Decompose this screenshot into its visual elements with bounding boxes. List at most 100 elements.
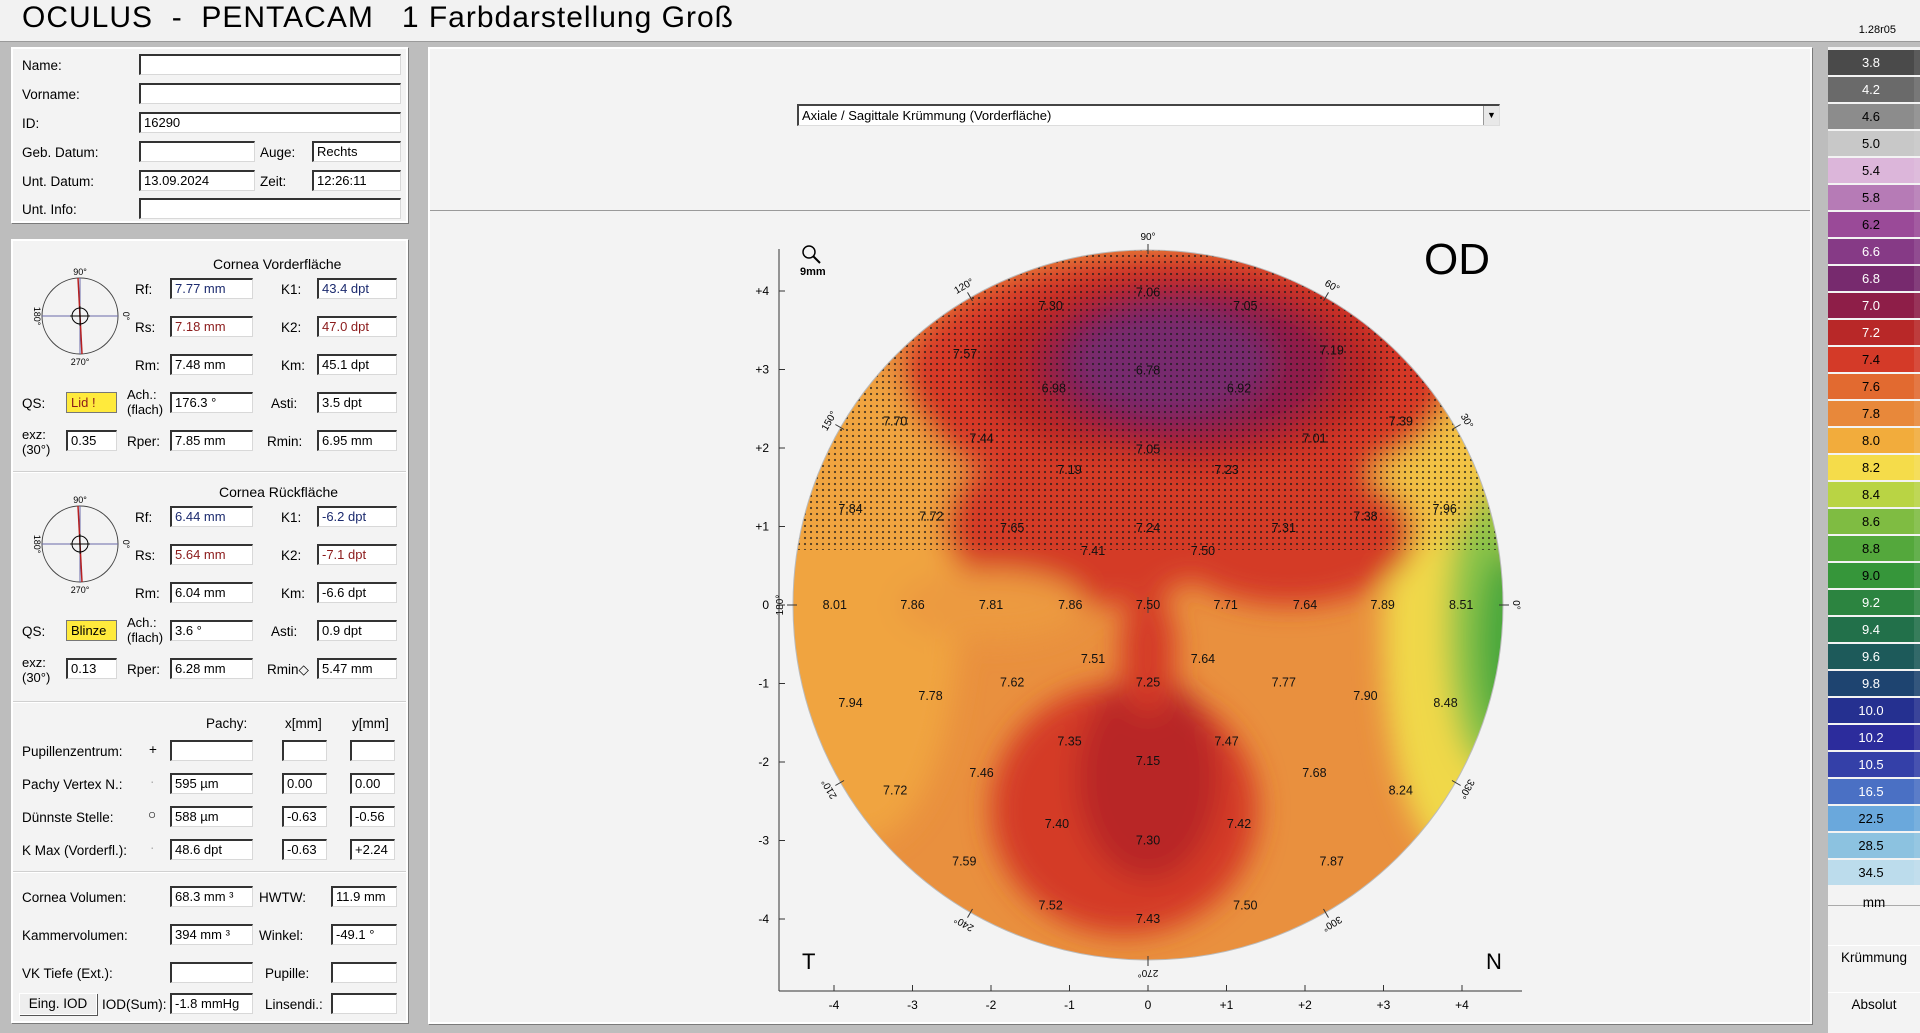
scale-divider: [1828, 905, 1920, 906]
iod-label: IOD(Sum):: [102, 997, 167, 1012]
scale-swatch: 7.8: [1828, 401, 1914, 426]
curvature-value: 7.72: [883, 783, 907, 797]
kmax-dot-icon: ·: [150, 840, 155, 855]
unt-datum-field[interactable]: 13.09.2024: [139, 170, 255, 191]
vorname-field[interactable]: [139, 83, 401, 104]
scale-swatch: 10.5: [1828, 752, 1914, 777]
vorder-km-label: Km:: [281, 358, 306, 373]
unt-info-field[interactable]: [139, 198, 401, 219]
pupil-pachy-field: [170, 740, 253, 761]
curvature-value: 7.23: [1214, 463, 1238, 477]
angle-label: 330°: [1456, 777, 1476, 800]
angle-label: 300°: [1320, 913, 1343, 933]
kmax-field: 48.6 dpt: [170, 839, 253, 860]
thinnest-x-field: -0.63: [282, 806, 327, 827]
section-divider: [13, 871, 406, 873]
vorder-rs-field: 7.18 mm: [170, 316, 253, 337]
hwtw-field: 11.9 mm: [331, 886, 397, 907]
angle-label: 270°: [1138, 967, 1159, 978]
rueck-ach-field: 3.6 °: [170, 620, 253, 641]
unt-datum-label: Unt. Datum:: [22, 174, 95, 189]
curvature-value: 7.90: [1353, 689, 1377, 703]
scale-swatch: 6.2: [1828, 212, 1914, 237]
curvature-map[interactable]: 90°60°30°0°330°300°270°240°210°180°150°1…: [430, 49, 1810, 1022]
curvature-value: 7.86: [1058, 598, 1082, 612]
eing-iod-button[interactable]: Eing. IOD: [19, 993, 97, 1015]
geb-label: Geb. Datum:: [22, 145, 99, 160]
absolute-scale-button[interactable]: Absolut: [1828, 992, 1920, 1012]
name-field[interactable]: [139, 54, 401, 75]
rueck-rs-field: 5.64 mm: [170, 544, 253, 565]
pupille-label: Pupille:: [265, 966, 310, 981]
rueck-rm-label: Rm:: [135, 586, 160, 601]
angle-tick: [967, 292, 973, 302]
curvature-value: 8.01: [823, 598, 847, 612]
scale-swatch: 34.5: [1828, 860, 1914, 885]
x-tick-label: +3: [1377, 998, 1391, 1012]
y-tick-label: -1: [758, 677, 769, 691]
angle-label: 150°: [820, 410, 840, 433]
y-tick-label: +4: [755, 284, 769, 298]
rueck-qs-badge[interactable]: Blinze: [66, 620, 117, 641]
curvature-value: 7.50: [1136, 598, 1160, 612]
vorder-rm-field: 7.48 mm: [170, 354, 253, 375]
vorder-axis-compass: 90° 270° 180° 0°: [32, 267, 130, 366]
header-separator: [430, 210, 1810, 211]
angle-label: 60°: [1322, 278, 1341, 295]
scale-swatch: 4.6: [1828, 104, 1914, 129]
curvature-value: 7.86: [900, 598, 924, 612]
curvature-value: 7.72: [919, 509, 943, 523]
zone-nasal-dark-green: [1477, 550, 1503, 739]
rueck-rper-field: 6.28 mm: [170, 658, 253, 679]
vorder-compass-n: 90°: [73, 267, 87, 277]
vorder-k2-label: K2:: [281, 320, 302, 335]
scale-tick: [1914, 671, 1920, 696]
scale-tick: [1914, 266, 1920, 291]
curvature-value: 6.78: [1136, 363, 1160, 377]
y-tick-label: -2: [758, 755, 769, 769]
pupil-y-field: [350, 740, 395, 761]
map-type-select[interactable]: Axiale / Sagittale Krümmung (Vorderfläch…: [797, 104, 1500, 126]
zeit-label: Zeit:: [260, 174, 287, 189]
curvature-mode-button[interactable]: Krümmung: [1828, 945, 1920, 965]
vorder-rmin-field: 6.95 mm: [317, 430, 397, 451]
version-label: 1.28r05: [1858, 24, 1896, 36]
scale-swatch: 7.4: [1828, 347, 1914, 372]
scale-swatch: 28.5: [1828, 833, 1914, 858]
id-field[interactable]: 16290: [139, 112, 401, 133]
curvature-value: 7.50: [1191, 544, 1215, 558]
thinnest-circle-icon: ○: [148, 807, 157, 822]
angle-tick: [1323, 908, 1329, 918]
y-tick-label: +2: [755, 441, 769, 455]
curvature-value: 7.64: [1191, 652, 1215, 666]
curvature-value: 6.98: [1042, 381, 1066, 395]
pupillenzentrum-label: Pupillenzentrum:: [22, 744, 123, 759]
app-title: OCULUS - PENTACAM 1 Farbdarstellung Groß: [22, 1, 734, 34]
scale-tick: [1914, 158, 1920, 183]
x-tick-label: +2: [1298, 998, 1312, 1012]
zone-red-lower-deep: [1077, 675, 1219, 880]
zone-horizontal-orange: [896, 569, 1086, 641]
vorder-rs-label: Rs:: [135, 320, 156, 335]
scale-tick: [1914, 455, 1920, 480]
angle-label: 210°: [820, 777, 840, 800]
zeit-field[interactable]: 12:26:11: [312, 170, 401, 191]
scale-swatch: 5.8: [1828, 185, 1914, 210]
scale-swatch: 9.4: [1828, 617, 1914, 642]
rueck-k2-field: -7.1 dpt: [317, 544, 397, 565]
geb-field[interactable]: [139, 141, 255, 162]
name-label: Name:: [22, 58, 62, 73]
chevron-down-icon[interactable]: ▼: [1483, 106, 1499, 125]
auge-field[interactable]: Rechts: [312, 141, 401, 162]
curvature-value: 7.71: [1214, 598, 1238, 612]
angle-tick: [835, 780, 845, 786]
curvature-value: 7.39: [1389, 414, 1413, 428]
vorder-qs-badge[interactable]: Lid !: [66, 392, 117, 413]
map-panel: Axiale / Sagittale Krümmung (Vorderfläch…: [428, 47, 1812, 1024]
angle-tick: [835, 424, 845, 430]
section-divider: [13, 701, 406, 703]
scale-swatch: 16.5: [1828, 779, 1914, 804]
curvature-value: 7.70: [883, 414, 907, 428]
y-tick-label: 0: [762, 598, 769, 612]
curvature-value: 7.05: [1233, 299, 1257, 313]
